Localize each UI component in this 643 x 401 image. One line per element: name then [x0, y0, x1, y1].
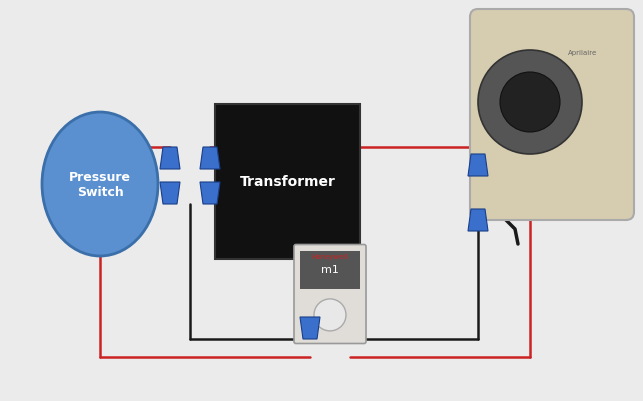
Text: Honeywell: Honeywell	[312, 253, 349, 259]
FancyBboxPatch shape	[300, 251, 360, 289]
FancyBboxPatch shape	[294, 245, 366, 344]
Polygon shape	[160, 148, 180, 170]
FancyBboxPatch shape	[470, 10, 634, 221]
Circle shape	[500, 73, 560, 133]
Circle shape	[314, 299, 346, 331]
Ellipse shape	[42, 113, 158, 256]
Polygon shape	[160, 182, 180, 205]
Text: Aprilaire: Aprilaire	[568, 50, 597, 56]
FancyBboxPatch shape	[215, 105, 360, 259]
Text: Pressure
Switch: Pressure Switch	[69, 170, 131, 198]
Text: m1: m1	[321, 265, 339, 275]
Polygon shape	[468, 155, 488, 176]
Polygon shape	[468, 209, 488, 231]
Polygon shape	[200, 182, 220, 205]
Circle shape	[478, 51, 582, 155]
Polygon shape	[200, 148, 220, 170]
Text: Transformer: Transformer	[240, 175, 336, 189]
Polygon shape	[300, 317, 320, 339]
